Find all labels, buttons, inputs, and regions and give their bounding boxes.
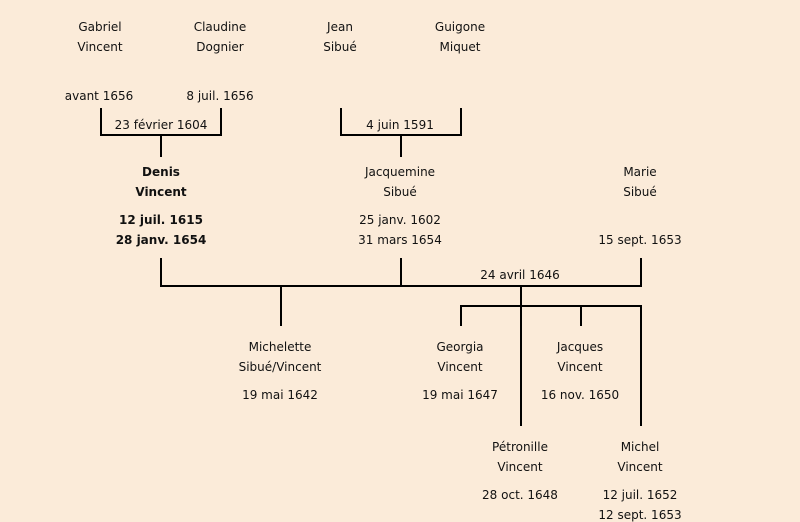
last-name: Miquet	[439, 40, 481, 54]
last-name: Vincent	[557, 360, 603, 374]
first-name: Jacquemine	[364, 165, 436, 179]
last-name: Dognier	[196, 40, 244, 54]
first-name: Jean	[327, 20, 353, 34]
birth-date: 12 juil. 1615	[119, 213, 203, 227]
children-bracket-denis-marie	[460, 286, 642, 426]
last-name: Sibué	[623, 185, 657, 199]
marriage-bracket-gabriel-claudine	[100, 108, 222, 157]
birth-date: 28 oct. 1648	[482, 488, 558, 502]
birth-date: 25 janv. 1602	[359, 213, 441, 227]
death-date: 15 sept. 1653	[598, 233, 682, 247]
birth-date: 19 mai 1647	[422, 388, 498, 402]
last-name: Sibué/Vincent	[238, 360, 322, 374]
first-name: Jacques	[556, 340, 604, 354]
first-name: Michel	[620, 440, 660, 454]
first-name: Marie	[623, 165, 657, 179]
marriage-bracket-denis-spouses	[160, 258, 642, 326]
last-name: Vincent	[77, 40, 123, 54]
birth-date: 19 mai 1642	[242, 388, 318, 402]
first-name: Michelette	[248, 340, 312, 354]
first-name: Claudine	[193, 20, 247, 34]
birth-date: 12 juil. 1652	[602, 488, 678, 502]
first-name: Pétronille	[492, 440, 548, 454]
first-name: Gabriel	[78, 20, 122, 34]
death-date: 8 juil. 1656	[186, 89, 254, 103]
birth-date: 16 nov. 1650	[540, 388, 620, 402]
last-name: Vincent	[437, 360, 483, 374]
death-date: avant 1656	[64, 89, 134, 103]
first-name: Guigone	[434, 20, 486, 34]
last-name: Sibué	[323, 40, 357, 54]
last-name: Vincent	[135, 185, 187, 199]
first-name: Georgia	[436, 340, 484, 354]
marriage-bracket-jean-guigone	[340, 108, 462, 157]
last-name: Vincent	[497, 460, 543, 474]
death-date: 31 mars 1654	[358, 233, 442, 247]
last-name: Sibué	[383, 185, 417, 199]
marriage-date: 24 avril 1646	[480, 268, 560, 282]
marriage-date: 23 février 1604	[114, 118, 208, 132]
death-date: 12 sept. 1653	[598, 508, 682, 522]
death-date: 28 janv. 1654	[115, 233, 207, 247]
first-name: Denis	[142, 165, 180, 179]
last-name: Vincent	[617, 460, 663, 474]
marriage-date: 4 juin 1591	[366, 118, 434, 132]
